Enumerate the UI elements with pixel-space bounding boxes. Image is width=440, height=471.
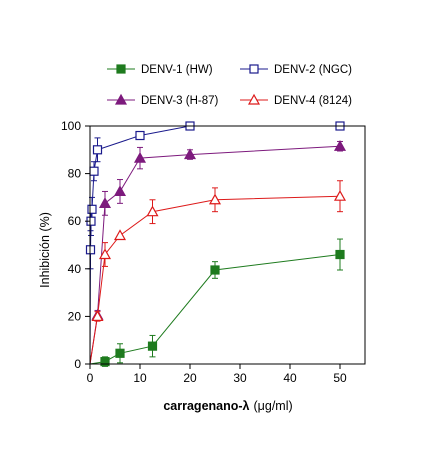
data-point (146, 205, 159, 217)
x-tick-label: 30 (233, 371, 247, 385)
legend-label: DENV-4 (8124) (274, 95, 352, 107)
data-point (113, 185, 127, 197)
data-point (115, 348, 125, 358)
series-1 (89, 238, 345, 367)
y-tick-label: 100 (61, 119, 81, 133)
series-3 (89, 139, 347, 365)
legend-swatch-marker (249, 64, 259, 74)
legend-item: DENV-2 (NGC) (240, 64, 352, 76)
data-point (333, 139, 347, 151)
data-point (87, 204, 97, 214)
x-axis-title: carragenano-λ (μg/ml) (163, 399, 292, 413)
data-point (98, 248, 112, 260)
y-tick-label: 20 (68, 309, 82, 323)
legend-item: DENV-4 (8124) (240, 93, 352, 107)
data-point (113, 229, 127, 241)
plot-frame (89, 125, 366, 365)
legend-item: DENV-3 (H-87) (107, 93, 218, 107)
y-tick-label: 80 (68, 167, 82, 181)
legend-swatch-marker (114, 93, 128, 105)
legend-label: DENV-3 (H-87) (141, 95, 218, 107)
data-point (89, 166, 99, 176)
x-axis-title-unit: (μg/ml) (254, 399, 293, 413)
x-tick-label: 0 (87, 371, 94, 385)
legend: DENV-1 (HW) DENV-2 (NGC) DENV-3 (H-87) DENV… (107, 64, 352, 107)
y-tick-label: 60 (68, 214, 82, 228)
series-line (89, 145, 341, 365)
y-axis-title: Inhibición (%) (38, 212, 52, 288)
data-point (333, 189, 347, 201)
series-line (89, 125, 340, 365)
data-point (183, 148, 197, 160)
legend-item: DENV-1 (HW) (107, 64, 213, 76)
legend-swatch-marker (116, 64, 126, 74)
x-tick-label: 40 (283, 371, 297, 385)
plot-area (85, 121, 347, 367)
data-point (208, 193, 222, 205)
series-line (89, 195, 341, 365)
y-tick-label: 0 (74, 357, 81, 371)
y-tick-label: 40 (68, 262, 82, 276)
data-point (335, 249, 345, 260)
axes: 0 10 20 30 40 50 0 20 40 60 80 100 (61, 119, 366, 385)
data-point (92, 145, 103, 155)
legend-label: DENV-1 (HW) (141, 64, 213, 76)
series-4 (89, 180, 347, 365)
data-point (91, 310, 104, 321)
data-point (210, 265, 220, 275)
legend-label: DENV-2 (NGC) (274, 64, 352, 76)
legend-swatch-marker (247, 93, 261, 105)
data-point (147, 341, 158, 351)
x-tick-label: 10 (133, 371, 147, 385)
data-point (133, 151, 147, 163)
data-point (98, 197, 112, 208)
data-point (100, 357, 110, 367)
series-2 (85, 121, 345, 365)
x-axis-title-main: carragenano-λ (163, 399, 249, 413)
x-tick-label: 50 (333, 371, 347, 385)
x-tick-label: 20 (183, 371, 197, 385)
data-point (135, 130, 145, 141)
